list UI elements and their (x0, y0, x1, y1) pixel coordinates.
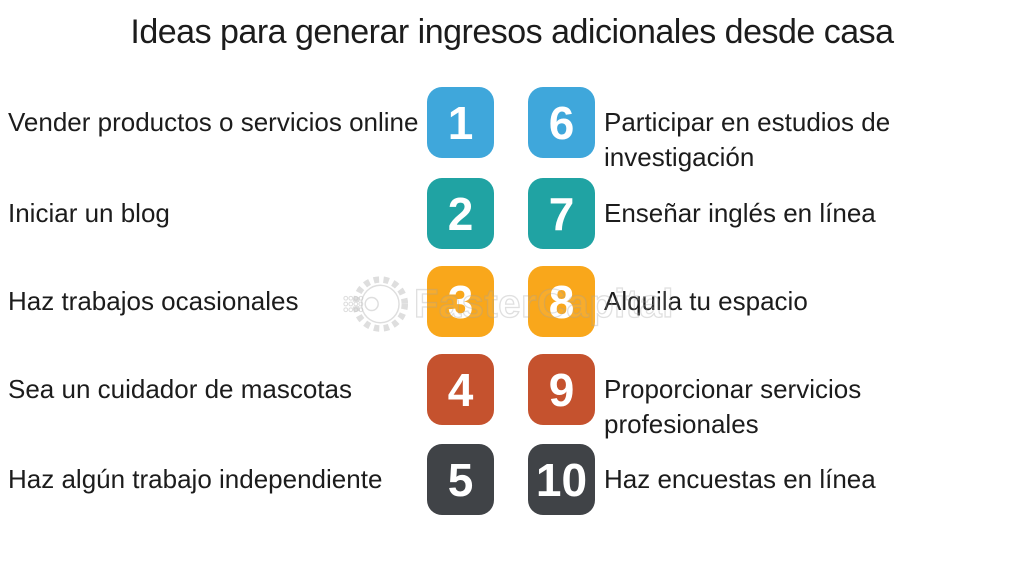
item-label-9: Proporcionar servicios profesionales (604, 374, 862, 439)
number-badge-5: 5 (427, 444, 494, 515)
item-label-7: Enseñar inglés en línea (604, 198, 876, 228)
item-label-5: Haz algún trabajo independiente (8, 464, 383, 494)
item-label-1: Vender productos o servicios online (8, 107, 419, 137)
item-label-3: Haz trabajos ocasionales (8, 286, 299, 316)
number-badge-9: 9 (528, 354, 595, 425)
number-badge-8: 8 (528, 266, 595, 337)
item-label-4: Sea un cuidador de mascotas (8, 374, 352, 404)
number-badge-2: 2 (427, 178, 494, 249)
number-badge-10: 10 (528, 444, 595, 515)
number-badge-7: 7 (528, 178, 595, 249)
page-title: Ideas para generar ingresos adicionales … (130, 13, 894, 51)
number-badge-3: 3 (427, 266, 494, 337)
item-label-2: Iniciar un blog (8, 198, 170, 228)
number-badge-4: 4 (427, 354, 494, 425)
item-label-10: Haz encuestas en línea (604, 464, 876, 494)
item-label-8: Alquila tu espacio (604, 286, 808, 316)
number-badge-1: 1 (427, 87, 494, 158)
item-label-6: Participar en estudios de investigación (604, 107, 891, 172)
number-badge-6: 6 (528, 87, 595, 158)
